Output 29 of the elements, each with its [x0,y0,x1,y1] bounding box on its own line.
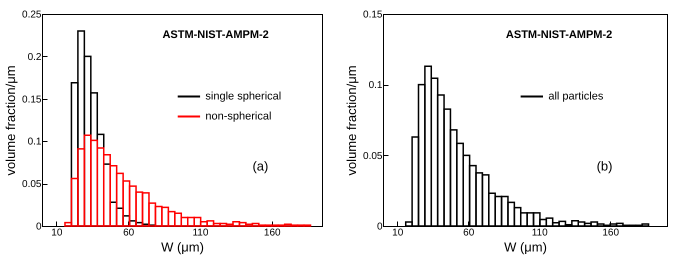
x-axis-title: W (μm) [161,240,204,254]
y-tick-label: 0 [36,222,42,232]
y-tick-label: 0.1 [28,136,42,148]
y-tick-label: 0.2 [28,52,42,63]
x-tick-label: 160 [602,228,620,238]
legend-label: all particles [548,90,604,102]
x-tick-label: 160 [264,228,282,238]
annotation: (a) [252,158,268,174]
x-tick-label: 10 [392,228,404,238]
y-axis-title: volume fraction/μm [3,65,18,176]
x-tick-label: 60 [463,228,475,238]
y-tick-label: 0.15 [22,94,42,106]
annotation: ASTM-NIST-AMPM-2 [506,29,612,42]
y-tick-label: 0.05 [22,179,42,190]
annotation: (b) [596,158,612,174]
annotation: ASTM-NIST-AMPM-2 [162,29,269,42]
y-tick-label: 0.15 [363,10,383,20]
legend-label: single spherical [205,90,282,102]
x-tick-label: 110 [532,228,548,238]
x-axis-title: W (μm) [504,240,547,254]
y-tick-label: 0.25 [22,10,42,20]
x-tick-label: 110 [192,228,209,238]
y-tick-label: 0 [376,222,383,232]
x-tick-label: 10 [51,228,63,238]
x-tick-label: 60 [123,228,135,238]
y-tick-label: 0.1 [368,80,383,92]
y-axis-title: volume fraction/μm [344,65,360,176]
legend-label: non-spherical [205,110,272,122]
y-tick-label: 0.05 [363,150,383,162]
